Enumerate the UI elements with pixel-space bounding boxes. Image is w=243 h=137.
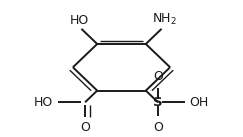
Text: HO: HO [34,96,53,109]
Text: S: S [153,96,163,109]
Text: NH$_2$: NH$_2$ [152,12,176,28]
Text: O: O [153,70,163,83]
Text: O: O [80,121,90,134]
Text: OH: OH [190,96,209,109]
Text: O: O [153,121,163,134]
Text: HO: HO [69,15,89,28]
